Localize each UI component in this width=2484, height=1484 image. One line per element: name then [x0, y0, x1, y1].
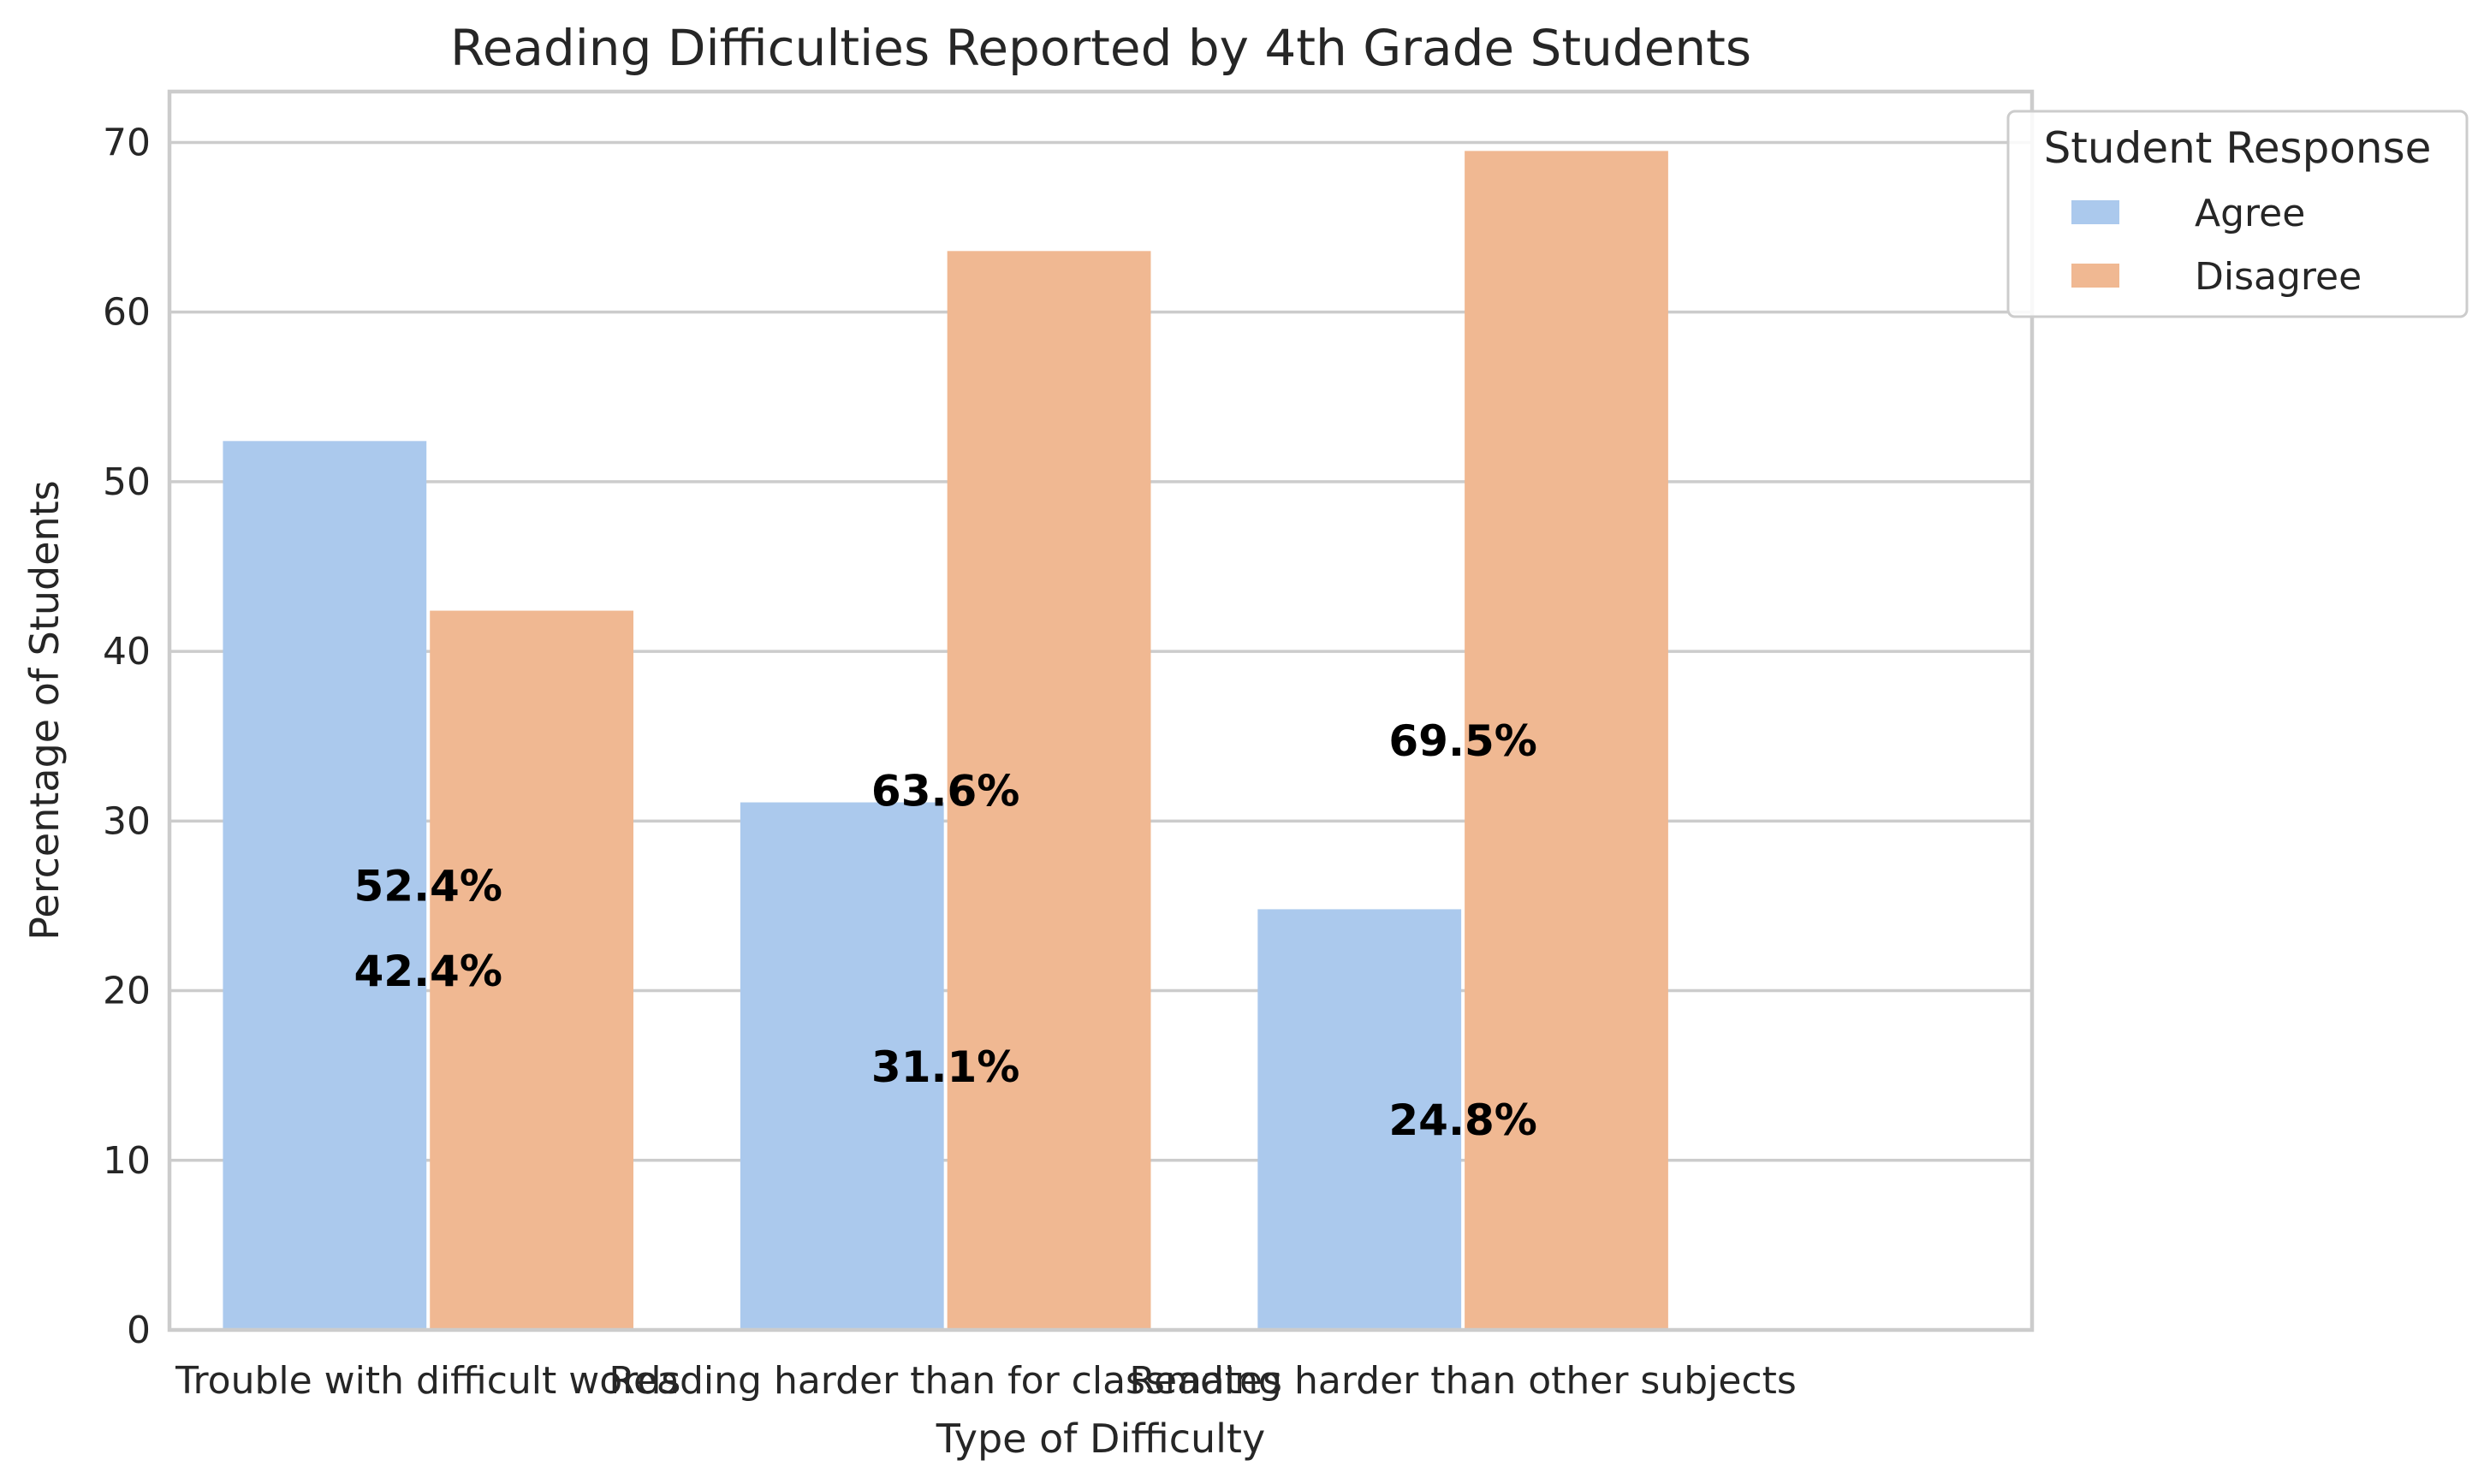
- x-tick-label: Trouble with difficult words: [175, 1359, 680, 1403]
- y-tick-label: 0: [127, 1309, 151, 1352]
- legend-box: [2006, 110, 2469, 318]
- y-tick-label: 50: [103, 460, 151, 504]
- y-tick-labels: 0 10 20 30 40 50 60 70: [103, 121, 151, 1352]
- legend-swatch: [2071, 200, 2119, 224]
- bar-disagree: [1465, 151, 1668, 1330]
- y-tick-label: 70: [103, 121, 151, 164]
- data-label: 69.5%: [1388, 716, 1536, 766]
- x-axis-label: Type of Difficulty: [936, 1416, 1265, 1462]
- bar-disagree: [430, 610, 633, 1330]
- y-axis-label: Percentage of Students: [21, 480, 68, 940]
- y-tick-label: 20: [103, 970, 151, 1013]
- x-tick-label: Reading harder than other subjects: [1129, 1359, 1796, 1403]
- legend: Student Response Agree Disagree: [2006, 110, 2469, 318]
- data-label: 24.8%: [1388, 1095, 1536, 1145]
- y-tick-label: 40: [103, 630, 151, 674]
- bar-agree: [740, 802, 944, 1330]
- bar-disagree: [947, 251, 1151, 1330]
- data-labels: 52.4% 42.4% 63.6% 31.1% 69.5% 24.8%: [354, 716, 1536, 1145]
- legend-items: Agree Disagree: [2071, 192, 2362, 299]
- legend-title: Student Response: [2044, 123, 2432, 173]
- y-tick-label: 30: [103, 799, 151, 843]
- legend-label: Agree: [2195, 192, 2305, 235]
- data-label: 63.6%: [871, 767, 1019, 816]
- legend-swatch: [2071, 264, 2119, 288]
- plot-frame: [167, 89, 2035, 1333]
- y-tick-label: 10: [103, 1139, 151, 1183]
- data-label: 31.1%: [871, 1042, 1019, 1092]
- data-label: 52.4%: [354, 862, 502, 911]
- bar-agree: [1257, 909, 1462, 1330]
- data-label: 42.4%: [354, 947, 502, 996]
- legend-label: Disagree: [2195, 255, 2362, 299]
- chart-title: Reading Difficulties Reported by 4th Gra…: [450, 19, 1751, 77]
- bar-agree: [223, 441, 427, 1330]
- x-tick-label: Reading harder than for classmates: [609, 1359, 1282, 1403]
- y-tick-label: 60: [103, 291, 151, 335]
- bars: [223, 151, 1668, 1330]
